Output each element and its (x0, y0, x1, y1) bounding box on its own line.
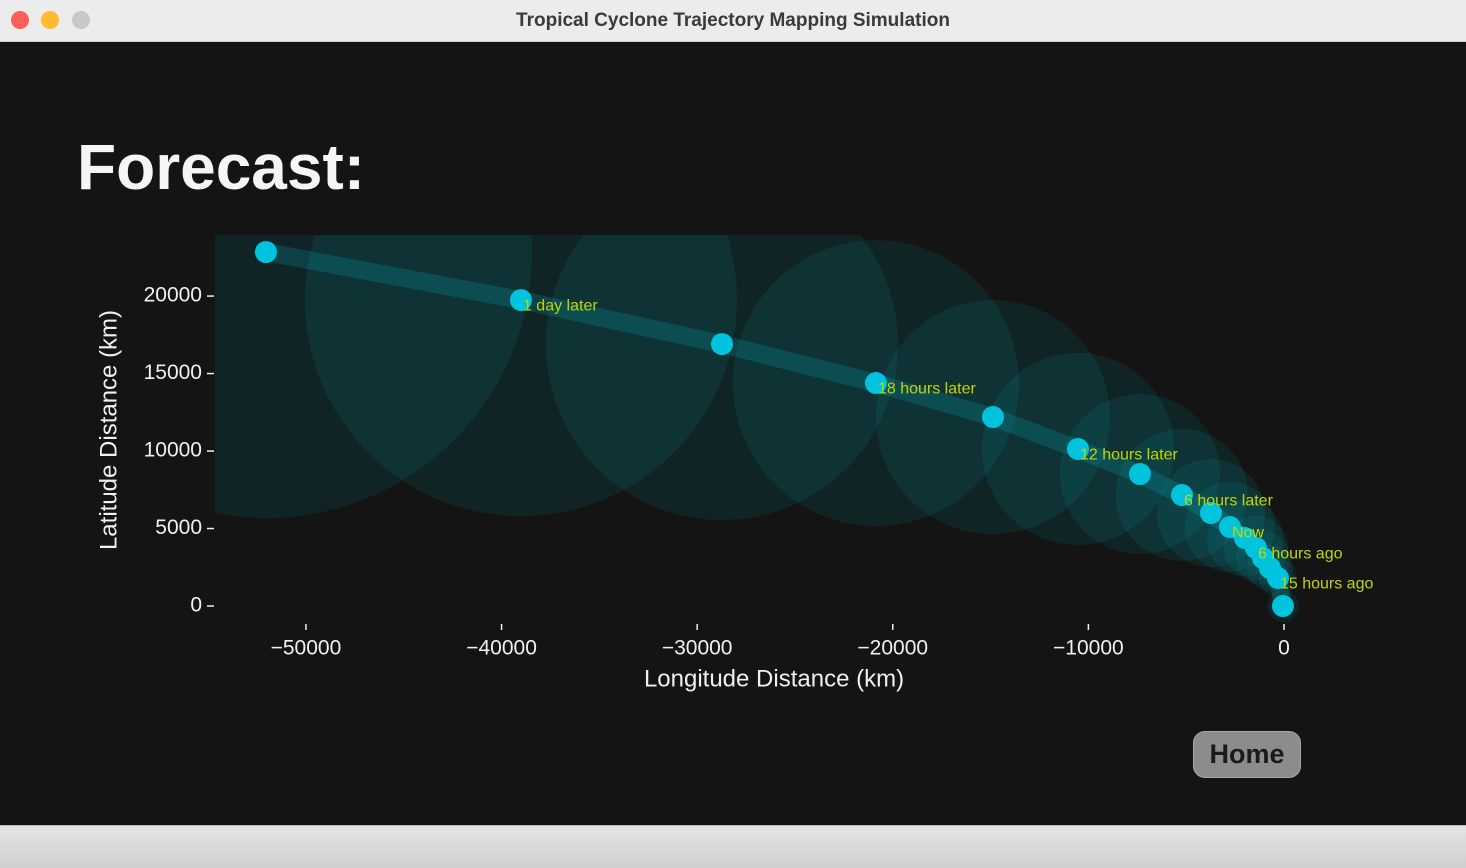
track-point (254, 241, 277, 264)
x-tick-label: −30000 (662, 637, 733, 660)
window-title: Tropical Cyclone Trajectory Mapping Simu… (516, 10, 950, 31)
point-label: 6 hours later (1184, 492, 1274, 509)
uncertainty-circle (305, 235, 737, 516)
home-button[interactable]: Home (1193, 731, 1301, 778)
point-label: 6 hours ago (1258, 545, 1343, 562)
x-axis-label: Longitude Distance (km) (644, 665, 904, 692)
uncertainty-circle (546, 235, 898, 520)
close-button[interactable] (11, 11, 29, 29)
zoom-button[interactable] (72, 11, 90, 29)
track-point (509, 289, 532, 312)
x-tick-label: −20000 (857, 637, 928, 660)
track-point (1271, 595, 1294, 618)
chart: Longitude Distance (km) Latitude Distanc… (95, 235, 1374, 692)
x-tick-label: −40000 (466, 637, 537, 660)
status-bar (0, 825, 1466, 868)
minimize-button[interactable] (41, 11, 59, 29)
track-point (1199, 502, 1222, 525)
y-tick-label: 20000 (144, 284, 202, 307)
track-point (864, 372, 887, 395)
x-tick-label: −10000 (1053, 637, 1124, 660)
y-axis-label: Latitude Distance (km) (95, 310, 122, 550)
heading: Forecast: (77, 131, 366, 203)
point-label: Now (1232, 524, 1264, 541)
point-label: 18 hours later (878, 380, 977, 397)
track-point (1218, 516, 1241, 539)
track-point (1170, 484, 1193, 507)
y-tick-label: 10000 (144, 439, 202, 462)
point-label: 15 hours ago (1280, 575, 1374, 592)
uncertainty-circle (215, 235, 532, 518)
x-tick-label: −50000 (271, 637, 342, 660)
title-bar: Tropical Cyclone Trajectory Mapping Simu… (0, 0, 1466, 42)
track-point (710, 333, 733, 356)
track-point (1066, 438, 1089, 461)
point-label: 1 day later (523, 297, 598, 314)
x-tick-label: 0 (1278, 637, 1290, 660)
track-point (1128, 463, 1151, 486)
track-point (981, 406, 1004, 429)
y-tick-label: 0 (190, 594, 202, 617)
y-tick-label: 15000 (144, 361, 202, 384)
y-tick-label: 5000 (155, 516, 202, 539)
point-label: 12 hours later (1080, 446, 1179, 463)
